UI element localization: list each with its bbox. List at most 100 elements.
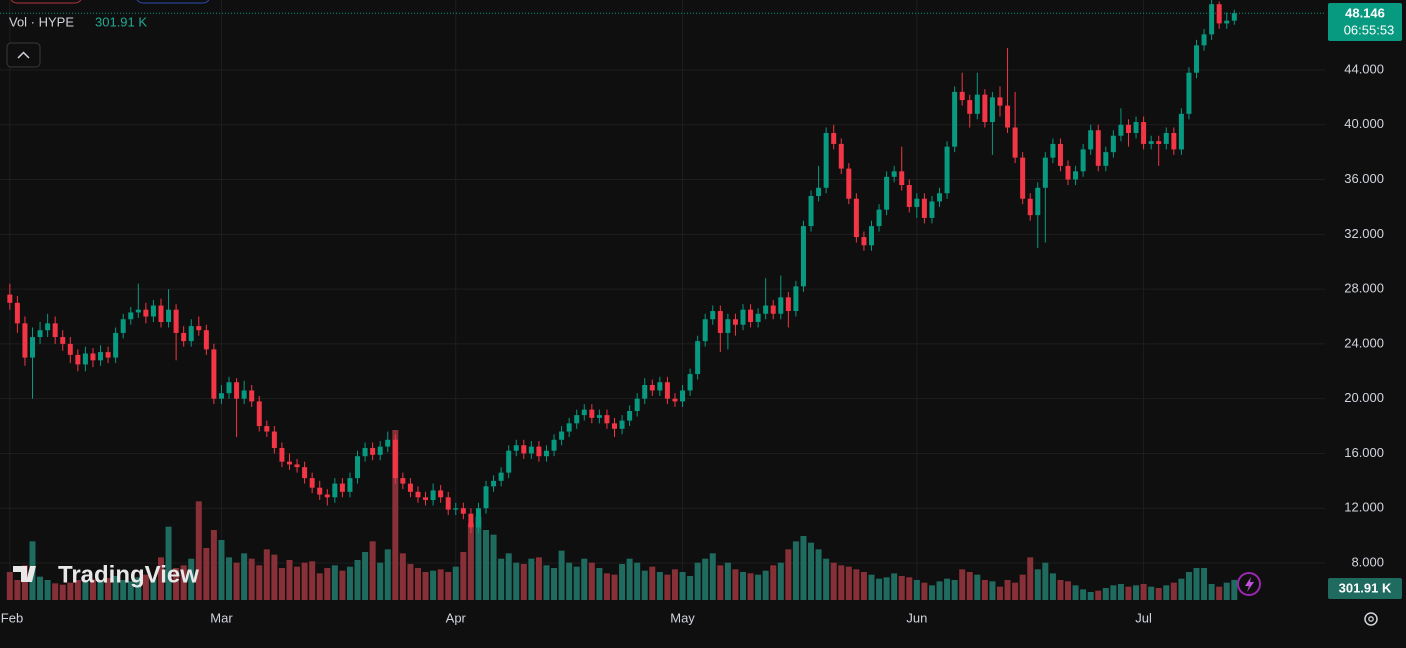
candle-body xyxy=(921,198,927,218)
candle-body xyxy=(959,91,965,101)
candle-body xyxy=(347,478,353,492)
candle-body xyxy=(513,445,519,451)
volume-bar xyxy=(142,574,149,600)
x-tick-label: Mar xyxy=(210,610,233,625)
volume-bar xyxy=(853,569,860,600)
alert-icon[interactable] xyxy=(1237,572,1261,596)
candle-body xyxy=(392,439,398,479)
volume-bar xyxy=(505,553,512,600)
candle-body xyxy=(664,382,670,399)
top-button[interactable] xyxy=(136,0,210,4)
volume-bar xyxy=(830,562,837,600)
volume-bar xyxy=(936,581,943,600)
x-tick-label: Feb xyxy=(1,610,23,625)
volume-bar xyxy=(777,562,784,600)
collapse-button[interactable] xyxy=(6,42,41,68)
candle-body xyxy=(332,483,338,498)
candle-body xyxy=(120,319,126,333)
candle-body xyxy=(657,382,663,391)
volume-bar xyxy=(664,574,671,600)
volume-legend: Vol · HYPE xyxy=(9,14,74,29)
volume-bar xyxy=(755,574,762,600)
volume-bar xyxy=(1072,585,1079,600)
volume-bar xyxy=(913,580,920,600)
candle-body xyxy=(974,94,980,114)
volume-bar xyxy=(588,562,595,600)
volume-bar xyxy=(1201,568,1208,600)
volume-bar xyxy=(996,586,1003,600)
candle-body xyxy=(634,398,640,412)
candle-body xyxy=(543,450,549,457)
y-tick-label: 20.000 xyxy=(1344,390,1384,405)
y-tick-label: 16.000 xyxy=(1344,445,1384,460)
candle-body xyxy=(944,146,950,194)
candle-body xyxy=(491,480,497,487)
candle-body xyxy=(355,456,361,479)
candle-body xyxy=(460,508,466,514)
candle-body xyxy=(612,423,618,429)
candle-body xyxy=(317,487,323,495)
candle-body xyxy=(899,171,905,186)
candle-body xyxy=(188,326,194,342)
volume-bar xyxy=(989,581,996,600)
volume-bar xyxy=(1065,581,1072,600)
candle-body xyxy=(150,305,156,317)
volume-bar xyxy=(868,574,875,600)
candle-body xyxy=(793,286,799,312)
candle-body xyxy=(1209,4,1215,35)
volume-bar xyxy=(717,565,724,600)
volume-bar xyxy=(860,572,867,600)
volume-bar xyxy=(218,540,225,600)
volume-bar xyxy=(226,557,233,600)
candle-body xyxy=(1042,157,1048,188)
candle-body xyxy=(967,100,973,114)
volume-bar xyxy=(89,579,96,600)
volume-bar xyxy=(1042,562,1049,600)
candle-body xyxy=(748,309,754,322)
volume-bar xyxy=(694,562,701,600)
candle-body xyxy=(37,330,43,338)
volume-bar xyxy=(339,570,346,600)
x-tick-label: Apr xyxy=(446,610,467,625)
volume-bar xyxy=(1178,578,1185,600)
volume-bar xyxy=(346,566,353,600)
top-button[interactable] xyxy=(10,0,82,4)
candle-body xyxy=(1133,122,1139,133)
volume-bar xyxy=(1049,573,1056,600)
volume-bar xyxy=(483,530,490,600)
volume-bar xyxy=(271,554,278,600)
candle-body xyxy=(1148,141,1154,144)
y-tick-label: 44.000 xyxy=(1344,61,1384,76)
volume-bar xyxy=(1019,574,1026,600)
candle-body xyxy=(778,297,784,314)
candle-body xyxy=(997,97,1003,106)
candle-body xyxy=(1110,135,1116,153)
volume-bar xyxy=(656,572,663,600)
candle-body xyxy=(279,447,285,462)
candle-body xyxy=(929,201,935,218)
candle-body xyxy=(377,446,383,455)
candle-body xyxy=(98,352,104,361)
candle-body xyxy=(1156,141,1162,144)
candle-body xyxy=(884,176,890,210)
volume-bar xyxy=(173,568,180,600)
settings-icon[interactable] xyxy=(1364,612,1378,626)
volume-bar xyxy=(44,580,51,600)
volume-bar xyxy=(157,557,164,600)
volume-bar xyxy=(1080,589,1087,600)
volume-bar xyxy=(1163,585,1170,600)
volume-bar xyxy=(1133,585,1140,600)
candle-body xyxy=(551,439,557,451)
volume-bar xyxy=(475,516,482,600)
volume-bar xyxy=(687,576,694,600)
candle-body xyxy=(415,491,421,498)
volume-bar xyxy=(67,582,74,600)
volume-bar xyxy=(1148,586,1155,600)
candle-body xyxy=(808,195,814,227)
volume-bar xyxy=(1170,582,1177,600)
volume-bar xyxy=(384,549,391,600)
volume-bar xyxy=(294,566,301,600)
candle-body xyxy=(853,198,859,238)
candle-body xyxy=(226,382,232,394)
